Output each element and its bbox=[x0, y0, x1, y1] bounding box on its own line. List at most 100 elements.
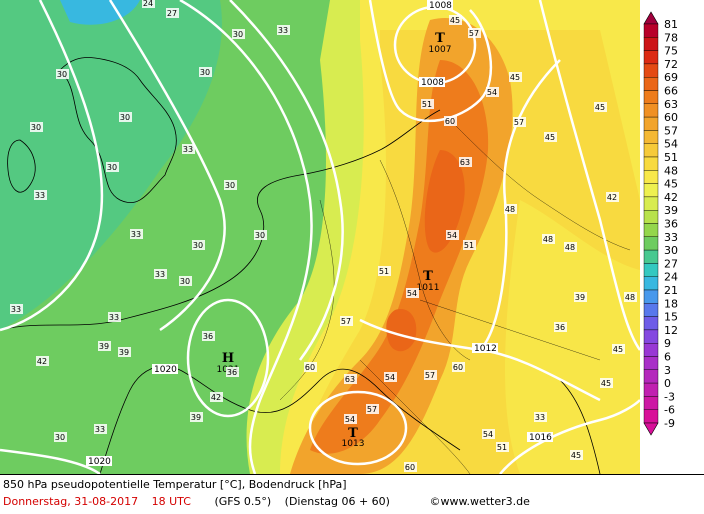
temperature-label: 33 bbox=[183, 145, 193, 154]
color-legend: 81 78 75 72 69 66 63 60 57 54 51 48 45 42 39 36 33 30 27 24… bbox=[640, 0, 704, 474]
legend-swatch bbox=[643, 316, 659, 331]
temperature-label: 39 bbox=[191, 413, 201, 422]
cold-patch bbox=[60, 0, 140, 25]
temperature-label-bg bbox=[254, 230, 267, 240]
temperature-label: 24 bbox=[143, 0, 153, 8]
temperature-label-bg bbox=[606, 192, 619, 202]
legend-value: 6 bbox=[664, 351, 671, 364]
legend-value: 42 bbox=[664, 191, 678, 204]
temperature-label: 57 bbox=[514, 118, 524, 127]
legend-value: 48 bbox=[664, 164, 678, 177]
legend-labels: 8178757269666360575451484542393633302724… bbox=[664, 18, 678, 430]
temperature-label-bg bbox=[513, 117, 526, 127]
temperature-label: 48 bbox=[505, 205, 515, 214]
temperature-label: 45 bbox=[571, 451, 581, 460]
temperature-label-bg bbox=[424, 370, 437, 380]
east-yellow bbox=[505, 200, 640, 474]
legend-swatch bbox=[643, 236, 659, 251]
temperature-label-bg bbox=[504, 204, 517, 214]
high-center-symbol: H bbox=[222, 351, 234, 366]
temperature-label: 57 bbox=[469, 29, 479, 38]
temperature-label-bg bbox=[544, 132, 557, 142]
temperature-label-bg bbox=[449, 15, 462, 25]
legend-swatch bbox=[643, 23, 659, 38]
temperature-label: 30 bbox=[55, 433, 65, 442]
legend-value: 81 bbox=[664, 18, 678, 31]
isobar-label: 1012 bbox=[474, 344, 497, 354]
legend-value: 57 bbox=[664, 124, 678, 137]
legend-swatch bbox=[643, 183, 659, 198]
legend-value: 18 bbox=[664, 297, 678, 310]
coastlines bbox=[0, 57, 601, 474]
temperature-label-bg bbox=[542, 234, 555, 244]
legend-swatch bbox=[643, 90, 659, 105]
model-run: (Dienstag 06 + 60) bbox=[284, 495, 390, 508]
legend-swatch bbox=[643, 156, 659, 171]
temperature-label: 33 bbox=[155, 270, 165, 279]
temperature-label-bg bbox=[210, 392, 223, 402]
temperature-label: 39 bbox=[99, 342, 109, 351]
temperature-label: 51 bbox=[379, 267, 389, 276]
temperature-label: 60 bbox=[305, 363, 315, 372]
legend-value: 3 bbox=[664, 364, 671, 377]
legend-swatch bbox=[643, 209, 659, 224]
temperature-label-bg bbox=[534, 412, 547, 422]
legend-swatch bbox=[643, 289, 659, 304]
legend-swatch bbox=[643, 130, 659, 144]
temperature-label-bg bbox=[594, 102, 607, 112]
temperature-label-bg bbox=[192, 240, 205, 250]
temperature-label: 60 bbox=[445, 117, 455, 126]
temperature-label-bg bbox=[34, 190, 47, 200]
low-center-symbol: T bbox=[423, 269, 433, 284]
temperature-label-bg bbox=[54, 432, 67, 442]
temperature-label-bg bbox=[486, 87, 499, 97]
temperature-label-bg bbox=[108, 312, 121, 322]
legend-arrow-bottom bbox=[643, 422, 659, 436]
legend-swatch bbox=[643, 143, 659, 158]
temperature-label: 33 bbox=[131, 230, 141, 239]
temperature-label: 30 bbox=[120, 113, 130, 122]
legend-value: 12 bbox=[664, 324, 678, 337]
temperature-label: 51 bbox=[422, 100, 432, 109]
forecast-time: 18 UTC bbox=[151, 495, 191, 508]
temperature-label-bg bbox=[564, 242, 577, 252]
legend-value: 9 bbox=[664, 337, 671, 350]
legend-value: 15 bbox=[664, 311, 678, 324]
legend-swatch bbox=[643, 382, 659, 397]
legend-swatch bbox=[643, 329, 659, 344]
temperature-label-bg bbox=[106, 162, 119, 172]
legend-value: 66 bbox=[664, 85, 678, 98]
temperature-label-bg bbox=[36, 356, 49, 366]
temperature-label: 33 bbox=[535, 413, 545, 422]
temperature-label-bg bbox=[624, 292, 637, 302]
temperature-label-bg bbox=[406, 288, 419, 298]
temperature-label: 39 bbox=[119, 348, 129, 357]
legend-swatch bbox=[643, 196, 659, 211]
legend-swatch bbox=[643, 343, 659, 357]
temperature-label: 36 bbox=[203, 332, 213, 341]
temperature-label-bg bbox=[554, 322, 567, 332]
temperature-label-bg bbox=[446, 230, 459, 240]
temperature-label: 45 bbox=[510, 73, 520, 82]
temperature-label-bg bbox=[340, 316, 353, 326]
temperature-label-bg bbox=[468, 28, 481, 38]
temperature-label-bg bbox=[202, 331, 215, 341]
temperature-label: 51 bbox=[497, 443, 507, 452]
temperature-label: 63 bbox=[460, 158, 470, 167]
isobar-labels: 1008 1008 1012 1016 1020 1020 bbox=[86, 0, 553, 467]
legend-value: 45 bbox=[664, 178, 678, 191]
map-footer: 850 hPa pseudopotentielle Temperatur [°C… bbox=[0, 474, 704, 514]
temperature-label-bg bbox=[232, 29, 245, 39]
map-title: 850 hPa pseudopotentielle Temperatur [°C… bbox=[3, 478, 347, 491]
legend-value: 39 bbox=[664, 204, 678, 217]
temperature-label-bg bbox=[179, 276, 192, 286]
temperature-label-bg bbox=[452, 362, 465, 372]
legend-swatch bbox=[643, 369, 659, 384]
weather-map: T 1007 T 1011 H 1021 T 1013 1008 1008 10… bbox=[0, 0, 640, 474]
temperature-label: 45 bbox=[595, 103, 605, 112]
temperature-label-bg bbox=[30, 122, 43, 132]
temperature-label: 51 bbox=[464, 241, 474, 250]
temperature-label-bg bbox=[482, 429, 495, 439]
temperature-label-bg bbox=[612, 344, 625, 354]
borders bbox=[279, 119, 631, 474]
